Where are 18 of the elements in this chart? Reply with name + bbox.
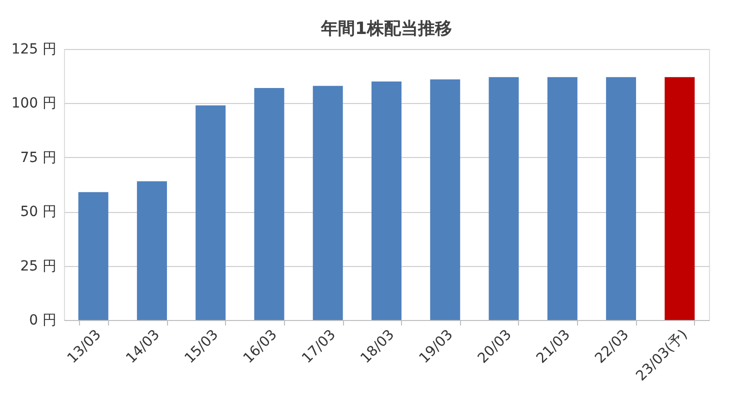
y-tick-label: 100 円 [11,96,56,112]
bar [547,77,578,320]
bar [488,77,519,320]
bar [196,105,226,320]
bar [664,77,695,320]
y-tick-label: 50 円 [20,204,56,220]
bar [606,77,636,320]
y-tick-label: 0 円 [29,312,56,328]
y-tick-label: 125 円 [11,42,56,58]
bar [430,79,460,320]
y-tick-label: 75 円 [20,150,56,166]
bar [136,181,167,320]
chart-title: 年間1株配当推移 [320,19,452,39]
bar [254,88,284,320]
bar [372,82,402,320]
bar [78,192,108,320]
y-tick-label: 25 円 [20,258,56,274]
bar [312,86,343,320]
